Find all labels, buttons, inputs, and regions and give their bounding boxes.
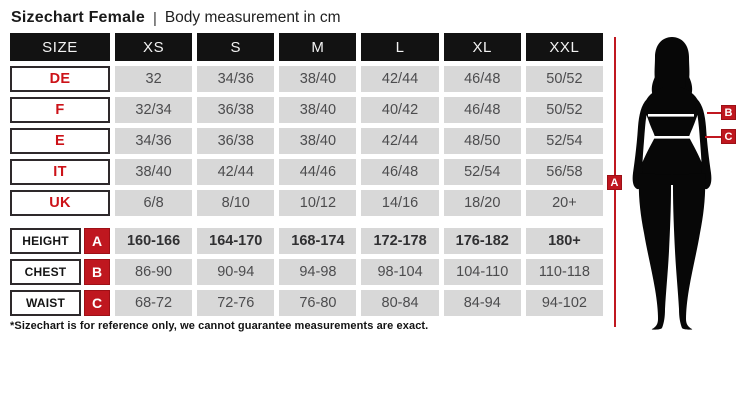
header-cell-xxl: XXL (525, 33, 603, 61)
marker-a-badge: A (84, 228, 110, 254)
table-cell-chest-s: 90-94 (197, 259, 275, 285)
table-cell-de-xl: 46/48 (443, 66, 521, 92)
table-cell-e-xl: 48/50 (443, 128, 521, 154)
header-cell-xs: XS (115, 33, 193, 61)
table-cell-de-s: 34/36 (197, 66, 275, 92)
row-label-f: F (10, 97, 110, 123)
table-cell-waist-m: 76-80 (279, 290, 357, 316)
table-cell-it-l: 46/48 (361, 159, 439, 185)
chest-pointer-line (707, 112, 721, 114)
table-cell-waist-s: 72-76 (197, 290, 275, 316)
table-cell-waist-l: 80-84 (361, 290, 439, 316)
table-cell-height-s: 164-170 (197, 228, 275, 254)
table-cell-chest-xl: 104-110 (443, 259, 521, 285)
header-cell-l: L (361, 33, 439, 61)
table-cell-e-l: 42/44 (361, 128, 439, 154)
table-cell-uk-xs: 6/8 (115, 190, 193, 216)
table-cell-e-m: 38/40 (279, 128, 357, 154)
table-cell-uk-m: 10/12 (279, 190, 357, 216)
footnote: *Sizechart is for reference only, we can… (10, 320, 429, 332)
table-cell-e-xxl: 52/54 (525, 128, 603, 154)
row-label-de: DE (10, 66, 110, 92)
table-cell-de-m: 38/40 (279, 66, 357, 92)
size-conversion-table: SIZE XS S M L XL XXL DE 32 34/36 38/40 4… (10, 33, 603, 216)
header-cell-size: SIZE (10, 33, 110, 61)
table-cell-height-xs: 160-166 (115, 228, 193, 254)
table-cell-f-xxl: 50/52 (525, 97, 603, 123)
row-label-chest: CHEST (10, 259, 81, 285)
table-cell-it-xl: 52/54 (443, 159, 521, 185)
table-cell-waist-xs: 68-72 (115, 290, 193, 316)
waist-line (654, 136, 690, 139)
table-cell-e-xs: 34/36 (115, 128, 193, 154)
row-label-uk: UK (10, 190, 110, 216)
table-cell-waist-xl: 84-94 (443, 290, 521, 316)
table-cell-chest-xs: 86-90 (115, 259, 193, 285)
table-cell-e-s: 36/38 (197, 128, 275, 154)
table-cell-height-m: 168-174 (279, 228, 357, 254)
page-title: Sizechart Female | Body measurement in c… (11, 7, 341, 29)
row-label-height-wrap: HEIGHT A (10, 228, 110, 254)
table-cell-de-xs: 32 (115, 66, 193, 92)
header-cell-s: S (197, 33, 275, 61)
table-cell-uk-s: 8/10 (197, 190, 275, 216)
title-separator-bar: | (152, 9, 157, 27)
table-cell-f-xl: 46/48 (443, 97, 521, 123)
marker-c-badge: C (84, 290, 110, 316)
table-cell-de-l: 42/44 (361, 66, 439, 92)
female-silhouette-icon (632, 37, 712, 330)
table-cell-f-xs: 32/34 (115, 97, 193, 123)
table-cell-uk-xl: 18/20 (443, 190, 521, 216)
marker-c-diagram: C (721, 129, 736, 144)
table-cell-uk-l: 14/16 (361, 190, 439, 216)
waist-pointer-line (705, 136, 721, 138)
marker-b-badge: B (84, 259, 110, 285)
table-cell-f-l: 40/42 (361, 97, 439, 123)
row-label-height: HEIGHT (10, 228, 81, 254)
chest-line (648, 114, 694, 117)
marker-a-diagram: A (607, 175, 622, 190)
table-cell-it-s: 42/44 (197, 159, 275, 185)
body-measurement-table: HEIGHT A 160-166 164-170 168-174 172-178… (10, 228, 603, 316)
row-label-waist-wrap: WAIST C (10, 290, 110, 316)
row-label-waist: WAIST (10, 290, 81, 316)
marker-b-diagram: B (721, 105, 736, 120)
row-label-chest-wrap: CHEST B (10, 259, 110, 285)
header-cell-m: M (279, 33, 357, 61)
table-cell-f-s: 36/38 (197, 97, 275, 123)
table-cell-f-m: 38/40 (279, 97, 357, 123)
table-cell-height-xxl: 180+ (525, 228, 603, 254)
row-label-it: IT (10, 159, 110, 185)
table-cell-chest-m: 94-98 (279, 259, 357, 285)
header-cell-xl: XL (443, 33, 521, 61)
table-cell-uk-xxl: 20+ (525, 190, 603, 216)
table-cell-de-xxl: 50/52 (525, 66, 603, 92)
table-cell-chest-xxl: 110-118 (525, 259, 603, 285)
table-cell-height-xl: 176-182 (443, 228, 521, 254)
table-cell-waist-xxl: 94-102 (525, 290, 603, 316)
table-cell-chest-l: 98-104 (361, 259, 439, 285)
title-subtitle: Body measurement in cm (164, 9, 341, 26)
title-main: Sizechart Female (11, 9, 145, 26)
table-cell-it-m: 44/46 (279, 159, 357, 185)
row-label-e: E (10, 128, 110, 154)
table-cell-it-xs: 38/40 (115, 159, 193, 185)
table-cell-it-xxl: 56/58 (525, 159, 603, 185)
table-cell-height-l: 172-178 (361, 228, 439, 254)
